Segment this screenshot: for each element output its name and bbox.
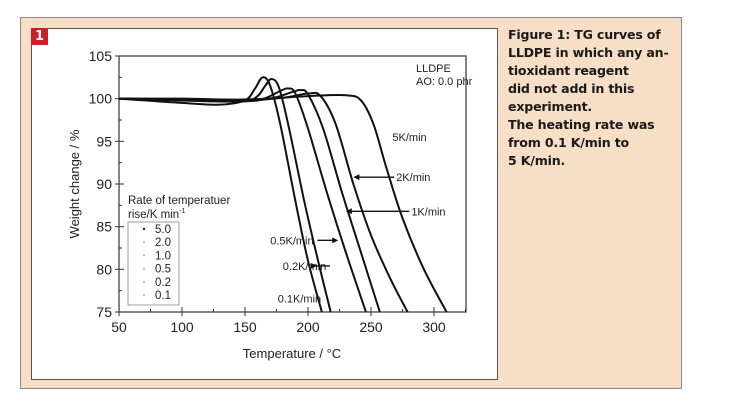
- caption-line: Figure 1: TG curves of: [508, 27, 661, 42]
- y-tick-label: 80: [96, 261, 112, 277]
- y-tick-label: 95: [96, 133, 112, 149]
- legend-marker: [142, 280, 146, 283]
- legend-marker: [142, 254, 146, 257]
- caption-line: from 0.1 K/min to: [508, 135, 629, 150]
- legend-entry: 0.1: [155, 290, 171, 302]
- data-curves: [118, 76, 448, 313]
- caption-line: tioxidant reagent: [508, 63, 629, 78]
- curve-labels: 5K/min 2K/min 1K/min 0.5K/min 0.2K/min 0.1K/m…: [270, 132, 445, 305]
- legend-box: [127, 221, 180, 306]
- legend-entry: 2.0: [155, 237, 171, 249]
- legend-marker: [142, 293, 146, 297]
- x-axis-label: Temperature / °C: [243, 346, 341, 361]
- x-tick-label: 100: [170, 319, 194, 335]
- curve-label: 0.5K/min: [270, 235, 313, 247]
- y-tick-label: 75: [96, 304, 112, 320]
- y-axis-label: Weight change / %: [67, 129, 82, 238]
- y-tick-label: 90: [96, 176, 112, 192]
- legend-entry: 5.0: [155, 224, 171, 236]
- tg-curve-5K-per-min: [118, 93, 448, 313]
- y-axis: 75 80 85 90 95 100 105: [89, 48, 124, 320]
- caption-line: did not add in this: [508, 81, 635, 96]
- curve-label: 0.1K/min: [278, 293, 321, 305]
- legend-title-line2: rise/K min-1: [128, 208, 185, 221]
- caption-line: 5 K/min.: [508, 153, 566, 168]
- legend-entry: 1.0: [155, 250, 171, 262]
- legend-marker: [142, 241, 146, 244]
- y-tick-label: 85: [96, 219, 112, 235]
- annotation-sample: LLDPE: [416, 63, 451, 75]
- curve-label: 0.2K/min: [283, 261, 326, 273]
- caption-line: LLDPE in which any an-: [508, 45, 669, 60]
- x-tick-label: 300: [422, 319, 446, 335]
- x-tick-label: 50: [111, 319, 127, 335]
- annotation-ao: AO: 0.0 phr: [416, 76, 473, 88]
- caption-line: experiment.: [508, 99, 592, 114]
- tg-curve-0p1K-per-min: [118, 76, 323, 313]
- curve-label: 2K/min: [396, 172, 430, 184]
- x-axis: 50 100 150 200 250 300: [111, 307, 466, 335]
- figure-number-badge: 1: [31, 28, 48, 45]
- curve-label: 5K/min: [392, 132, 426, 144]
- x-tick-label: 200: [296, 319, 320, 335]
- legend: Rate of temperatuer rise/K min-1 5.02.01…: [127, 195, 230, 306]
- legend-entry: 0.2: [155, 277, 171, 289]
- caption-line: The heating rate was: [508, 117, 655, 132]
- legend-marker: [142, 267, 146, 270]
- legend-marker: [142, 227, 146, 231]
- x-tick-label: 250: [359, 319, 383, 335]
- y-tick-label: 105: [89, 48, 113, 64]
- curve-label: 1K/min: [411, 206, 445, 218]
- legend-entry: 0.5: [155, 264, 171, 276]
- y-tick-label: 100: [89, 91, 113, 107]
- legend-title-line1: Rate of temperatuer: [128, 195, 230, 207]
- figure-caption: Figure 1: TG curves of LLDPE in which an…: [508, 26, 678, 170]
- x-tick-label: 150: [233, 319, 257, 335]
